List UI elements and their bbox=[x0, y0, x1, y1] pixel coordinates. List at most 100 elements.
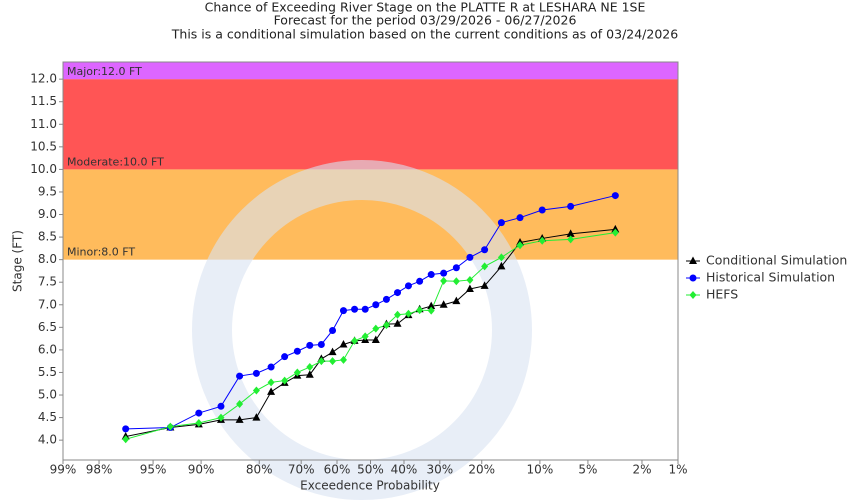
marker bbox=[293, 347, 301, 355]
y-tick-label: 6.5 bbox=[38, 320, 57, 334]
marker bbox=[416, 306, 424, 315]
marker bbox=[567, 235, 575, 244]
marker bbox=[317, 340, 325, 348]
marker bbox=[382, 321, 390, 330]
marker bbox=[351, 336, 359, 345]
marker bbox=[122, 435, 130, 444]
marker bbox=[293, 368, 301, 377]
marker bbox=[394, 289, 402, 297]
marker bbox=[404, 282, 412, 290]
marker bbox=[538, 236, 546, 245]
x-tick-label: 80% bbox=[246, 463, 273, 477]
marker bbox=[351, 305, 359, 313]
marker bbox=[427, 301, 436, 310]
y-tick-label: 5.0 bbox=[38, 388, 57, 402]
marker bbox=[611, 228, 619, 237]
y-tick-label: 11.0 bbox=[30, 117, 57, 131]
y-tick-label: 11.5 bbox=[30, 94, 57, 108]
marker bbox=[217, 413, 225, 422]
y-tick-label: 4.5 bbox=[38, 410, 57, 424]
x-tick-label: 50% bbox=[357, 463, 384, 477]
x-tick-label: 10% bbox=[527, 463, 554, 477]
y-tick-label: 12.0 bbox=[30, 72, 57, 86]
marker bbox=[466, 275, 474, 284]
legend-marker bbox=[689, 291, 697, 299]
marker bbox=[416, 277, 424, 285]
marker bbox=[235, 415, 244, 423]
marker bbox=[481, 246, 489, 254]
marker bbox=[329, 357, 337, 366]
marker bbox=[236, 400, 244, 409]
marker bbox=[480, 281, 489, 289]
x-tick-label: 90% bbox=[188, 463, 215, 477]
marker bbox=[516, 241, 524, 250]
marker bbox=[328, 347, 337, 356]
chart-title: Chance of Exceeding River Stage on the P… bbox=[205, 0, 646, 15]
x-axis-label: Exceedence Probability bbox=[300, 479, 440, 493]
x-tick-label: 5% bbox=[578, 463, 597, 477]
y-tick-label: 9.5 bbox=[38, 184, 57, 198]
flood-band-label: Moderate:10.0 FT bbox=[67, 155, 164, 168]
marker bbox=[497, 219, 505, 227]
marker bbox=[122, 425, 130, 433]
marker bbox=[267, 378, 275, 387]
plot-area: Minor:8.0 FT Moderate:10.0 FT Major:12.0 F… bbox=[30, 61, 688, 500]
marker bbox=[393, 319, 402, 327]
marker bbox=[339, 355, 347, 364]
x-tick-label: 95% bbox=[140, 463, 167, 477]
marker bbox=[252, 369, 260, 377]
flood-band bbox=[63, 62, 678, 80]
marker bbox=[195, 418, 203, 427]
series-line bbox=[125, 228, 616, 438]
marker bbox=[339, 339, 348, 348]
marker bbox=[217, 402, 225, 410]
marker bbox=[252, 413, 261, 421]
legend-label: HEFS bbox=[706, 287, 738, 302]
y-tick-label: 8.5 bbox=[38, 230, 57, 244]
marker bbox=[538, 206, 546, 214]
y-tick-label: 9.0 bbox=[38, 207, 57, 221]
marker bbox=[497, 253, 505, 262]
legend-label: Conditional Simulation bbox=[706, 253, 847, 268]
y-tick-label: 7.0 bbox=[38, 297, 57, 311]
y-tick-label: 10.0 bbox=[30, 162, 57, 176]
marker bbox=[252, 386, 260, 395]
marker bbox=[481, 262, 489, 271]
x-tick-label: 98% bbox=[86, 463, 113, 477]
marker bbox=[236, 372, 244, 380]
marker bbox=[611, 192, 619, 200]
x-tick-label: 1% bbox=[668, 463, 687, 477]
marker bbox=[372, 301, 380, 309]
marker bbox=[382, 295, 390, 303]
x-tick-label: 70% bbox=[288, 463, 315, 477]
marker bbox=[452, 277, 460, 286]
marker bbox=[427, 271, 435, 279]
legend-marker bbox=[689, 256, 697, 264]
chart-note: This is a conditional simulation based o… bbox=[171, 27, 678, 42]
marker bbox=[394, 310, 402, 319]
marker bbox=[306, 341, 314, 349]
marker bbox=[452, 264, 460, 272]
flood-band-label: Minor:8.0 FT bbox=[67, 246, 135, 259]
flood-band-label: Major:12.0 FT bbox=[67, 65, 142, 78]
marker bbox=[440, 269, 448, 277]
x-tick-label: 60% bbox=[324, 463, 351, 477]
marker bbox=[195, 409, 203, 417]
marker bbox=[361, 305, 369, 313]
marker bbox=[306, 363, 314, 372]
marker bbox=[361, 332, 369, 341]
y-tick-label: 5.5 bbox=[38, 365, 57, 379]
x-tick-label: 99% bbox=[50, 463, 77, 477]
x-tick-label: 2% bbox=[632, 463, 651, 477]
marker bbox=[305, 370, 314, 378]
chart-subtitle: Forecast for the period 03/29/2026 - 06/… bbox=[274, 13, 577, 28]
series-line bbox=[125, 232, 616, 440]
y-tick-label: 6.0 bbox=[38, 342, 57, 356]
marker bbox=[281, 353, 289, 361]
marker bbox=[329, 326, 337, 334]
marker bbox=[566, 229, 575, 237]
y-tick-label: 8.0 bbox=[38, 252, 57, 266]
marker bbox=[317, 357, 325, 366]
